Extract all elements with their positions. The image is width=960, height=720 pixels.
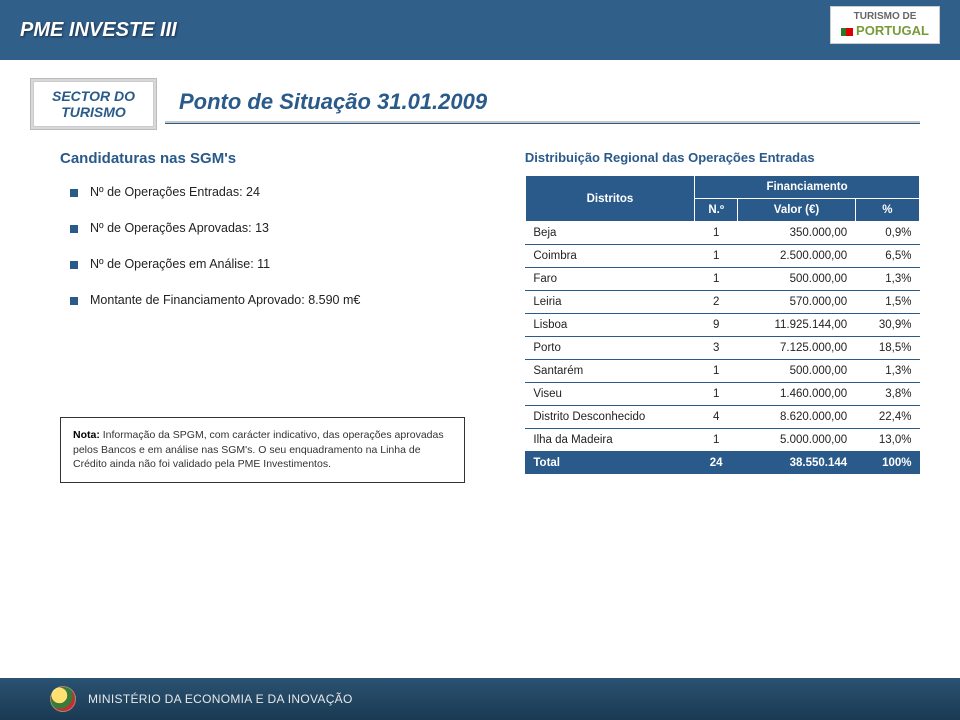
table-cell: 11.925.144,00 [738,314,855,337]
bullet-item: Nº de Operações em Análise: 11 [70,257,475,271]
logo-line1: TURISMO DE [841,11,929,23]
situacao-title: Ponto de Situação 31.01.2009 [165,85,960,121]
table-cell: Faro [525,268,694,291]
candidaturas-title: Candidaturas nas SGM's [60,150,475,167]
underline [165,121,920,124]
footer-text: MINISTÉRIO DA ECONOMIA E DA INOVAÇÃO [88,692,353,706]
table-row: Lisboa911.925.144,0030,9% [525,314,919,337]
table-cell: 4 [695,406,738,429]
dist-title: Distribuição Regional das Operações Entr… [525,150,920,165]
table-row: Leiria2570.000,001,5% [525,291,919,314]
table-cell: 2 [695,291,738,314]
table-cell: 22,4% [855,406,919,429]
table-cell: 7.125.000,00 [738,337,855,360]
table-cell: Total [525,452,694,475]
col-n: N.º [695,199,738,222]
table-cell: 3 [695,337,738,360]
table-cell: 24 [695,452,738,475]
table-row: Santarém1500.000,001,3% [525,360,919,383]
table-cell: Porto [525,337,694,360]
nota-text: Informação da SPGM, com carácter indicat… [73,429,444,470]
table-head: Distritos Financiamento N.º Valor (€) % [525,176,919,222]
sector-line2: TURISMO [52,104,135,120]
table-row: Viseu11.460.000,003,8% [525,383,919,406]
footer-bar: MINISTÉRIO DA ECONOMIA E DA INOVAÇÃO [0,678,960,720]
sector-box: SECTOR DO TURISMO [30,78,157,130]
nota-box: Nota: Informação da SPGM, com carácter i… [60,417,465,483]
table-row-total: Total2438.550.144100% [525,452,919,475]
table-cell: 6,5% [855,245,919,268]
table-cell: Ilha da Madeira [525,429,694,452]
nota-label: Nota: [73,429,100,441]
col-valor: Valor (€) [738,199,855,222]
table-cell: 1,3% [855,268,919,291]
table-body: Beja1350.000,000,9%Coimbra12.500.000,006… [525,222,919,475]
bullet-item: Nº de Operações Entradas: 24 [70,185,475,199]
table-cell: 3,8% [855,383,919,406]
table-cell: Viseu [525,383,694,406]
left-column: Candidaturas nas SGM's Nº de Operações E… [60,150,475,483]
table-cell: 500.000,00 [738,360,855,383]
table-cell: Coimbra [525,245,694,268]
table-cell: 350.000,00 [738,222,855,245]
table-row: Distrito Desconhecido48.620.000,0022,4% [525,406,919,429]
table-row: Ilha da Madeira15.000.000,0013,0% [525,429,919,452]
table-cell: Lisboa [525,314,694,337]
table-cell: 8.620.000,00 [738,406,855,429]
bullet-item: Montante de Financiamento Aprovado: 8.59… [70,293,475,307]
sector-box-inner: SECTOR DO TURISMO [33,81,154,127]
flag-icon [841,28,853,36]
sector-line1: SECTOR DO [52,88,135,104]
footer-logo-icon [50,686,76,712]
table-cell: Santarém [525,360,694,383]
col-pct: % [855,199,919,222]
table-cell: 2.500.000,00 [738,245,855,268]
table-cell: 1 [695,383,738,406]
logo-turismo: TURISMO DE PORTUGAL [830,6,940,44]
table-row: Beja1350.000,000,9% [525,222,919,245]
situacao-wrap: Ponto de Situação 31.01.2009 [165,85,960,124]
table-cell: 1 [695,268,738,291]
sector-row: SECTOR DO TURISMO Ponto de Situação 31.0… [30,78,960,130]
content: Candidaturas nas SGM's Nº de Operações E… [0,140,960,483]
table-cell: 1 [695,360,738,383]
logo-line2: PORTUGAL [841,23,929,39]
header-bar: PME INVESTE III TURISMO DE PORTUGAL [0,0,960,60]
table-cell: 1 [695,245,738,268]
table-cell: 5.000.000,00 [738,429,855,452]
table-cell: Beja [525,222,694,245]
dist-table: Distritos Financiamento N.º Valor (€) % … [525,175,920,474]
table-cell: 1 [695,222,738,245]
table-cell: Leiria [525,291,694,314]
table-cell: 1.460.000,00 [738,383,855,406]
table-row: Coimbra12.500.000,006,5% [525,245,919,268]
table-cell: 0,9% [855,222,919,245]
table-row: Faro1500.000,001,3% [525,268,919,291]
table-row: Porto37.125.000,0018,5% [525,337,919,360]
page-title: PME INVESTE III [20,19,177,42]
table-cell: 1,5% [855,291,919,314]
table-cell: 100% [855,452,919,475]
table-cell: 1 [695,429,738,452]
right-column: Distribuição Regional das Operações Entr… [525,150,920,483]
table-cell: 38.550.144 [738,452,855,475]
table-cell: Distrito Desconhecido [525,406,694,429]
table-cell: 18,5% [855,337,919,360]
bullet-item: Nº de Operações Aprovadas: 13 [70,221,475,235]
table-cell: 1,3% [855,360,919,383]
col-financ: Financiamento [695,176,920,199]
table-cell: 30,9% [855,314,919,337]
logo-line2-text: PORTUGAL [856,23,929,38]
table-cell: 13,0% [855,429,919,452]
table-cell: 9 [695,314,738,337]
table-cell: 570.000,00 [738,291,855,314]
bullets-list: Nº de Operações Entradas: 24 Nº de Opera… [70,185,475,307]
table-cell: 500.000,00 [738,268,855,291]
col-distritos: Distritos [525,176,694,222]
